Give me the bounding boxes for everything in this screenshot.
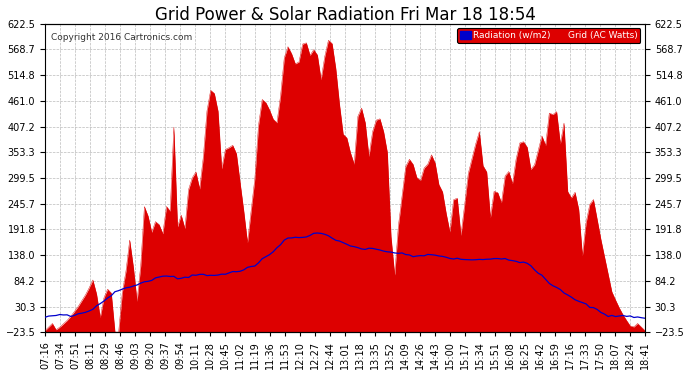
- Title: Grid Power & Solar Radiation Fri Mar 18 18:54: Grid Power & Solar Radiation Fri Mar 18 …: [155, 6, 535, 24]
- Text: Copyright 2016 Cartronics.com: Copyright 2016 Cartronics.com: [51, 33, 193, 42]
- Legend: Radiation (w/m2), Grid (AC Watts): Radiation (w/m2), Grid (AC Watts): [457, 28, 640, 43]
